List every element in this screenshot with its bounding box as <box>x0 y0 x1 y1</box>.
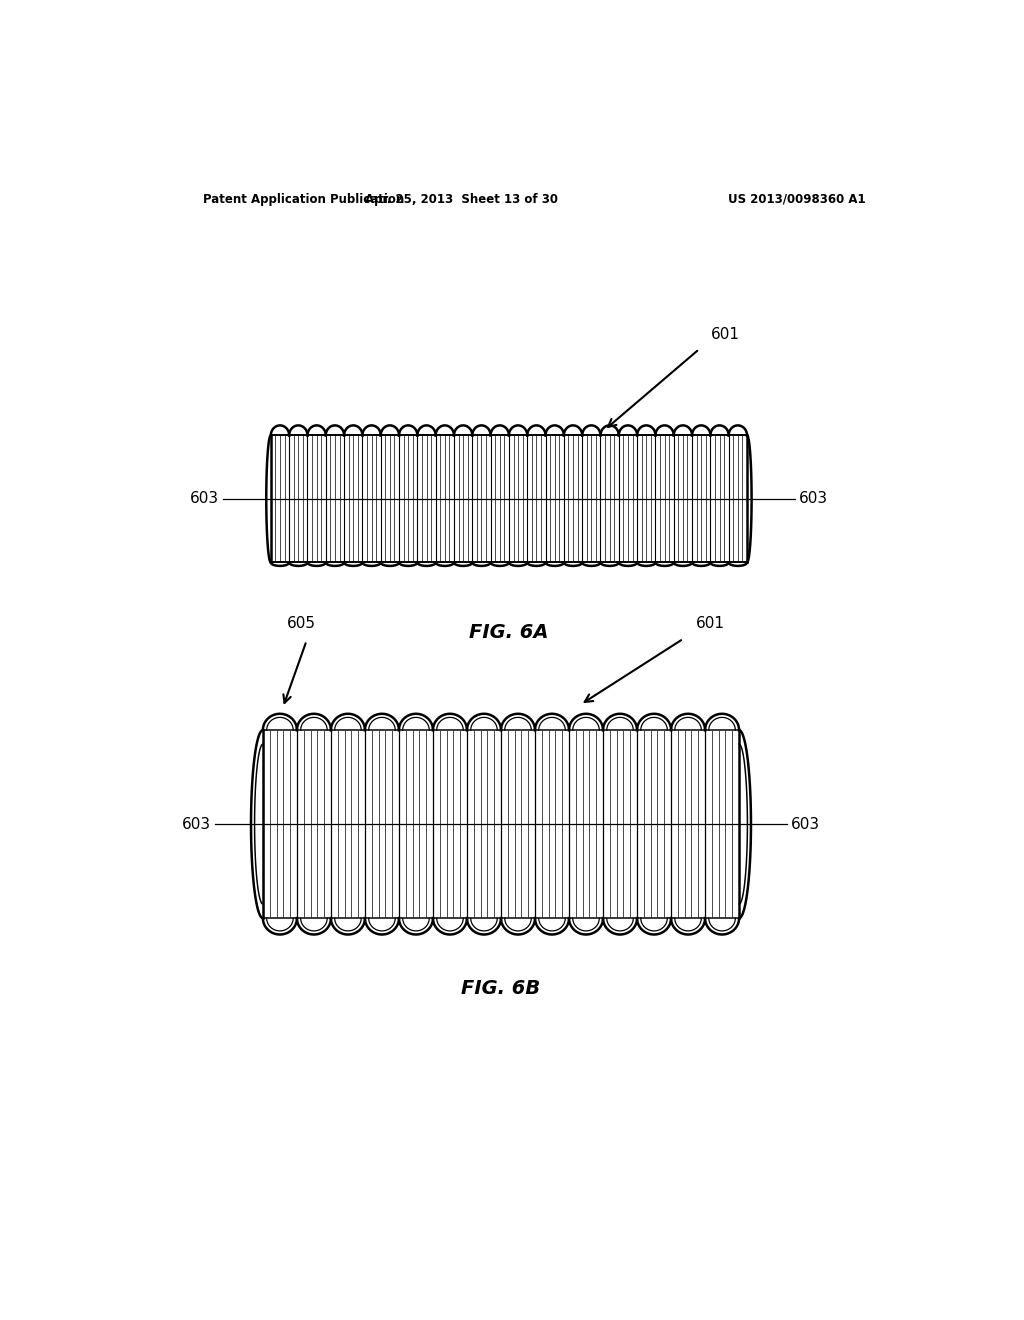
Text: Apr. 25, 2013  Sheet 13 of 30: Apr. 25, 2013 Sheet 13 of 30 <box>365 193 558 206</box>
Polygon shape <box>344 425 362 436</box>
Polygon shape <box>399 919 433 935</box>
Polygon shape <box>362 425 381 436</box>
Polygon shape <box>454 562 472 566</box>
Polygon shape <box>729 425 746 436</box>
Polygon shape <box>739 730 751 919</box>
Text: 601: 601 <box>695 615 724 631</box>
Polygon shape <box>706 714 739 730</box>
Polygon shape <box>564 425 583 436</box>
Text: Patent Application Publication: Patent Application Publication <box>204 193 404 206</box>
Polygon shape <box>344 562 362 566</box>
Polygon shape <box>433 714 467 730</box>
Polygon shape <box>362 562 381 566</box>
Text: 603: 603 <box>182 817 211 832</box>
Polygon shape <box>509 562 527 566</box>
Polygon shape <box>583 562 600 566</box>
Polygon shape <box>509 425 527 436</box>
Polygon shape <box>600 562 618 566</box>
Polygon shape <box>546 425 564 436</box>
Polygon shape <box>711 425 729 436</box>
Polygon shape <box>603 714 637 730</box>
Polygon shape <box>671 714 706 730</box>
Text: 605: 605 <box>287 615 315 631</box>
Polygon shape <box>289 425 307 436</box>
Polygon shape <box>418 425 435 436</box>
Polygon shape <box>490 425 509 436</box>
Polygon shape <box>748 436 752 1175</box>
Polygon shape <box>501 714 535 730</box>
Polygon shape <box>381 425 399 436</box>
Text: FIG. 6A: FIG. 6A <box>469 623 549 643</box>
Polygon shape <box>618 562 637 566</box>
Polygon shape <box>297 919 331 935</box>
Polygon shape <box>637 562 655 566</box>
Bar <box>263 730 739 919</box>
Polygon shape <box>490 562 509 566</box>
Polygon shape <box>435 425 454 436</box>
Polygon shape <box>399 425 418 436</box>
Polygon shape <box>381 562 399 566</box>
Polygon shape <box>251 730 263 919</box>
Polygon shape <box>399 562 418 566</box>
Polygon shape <box>655 562 674 566</box>
Polygon shape <box>435 562 454 566</box>
Bar <box>270 436 748 562</box>
Text: 603: 603 <box>799 491 827 507</box>
Polygon shape <box>331 919 365 935</box>
Polygon shape <box>692 562 711 566</box>
Polygon shape <box>637 714 671 730</box>
Polygon shape <box>454 425 472 436</box>
Text: 603: 603 <box>791 817 820 832</box>
Polygon shape <box>331 714 365 730</box>
Polygon shape <box>307 562 326 566</box>
Polygon shape <box>266 436 270 1175</box>
Polygon shape <box>326 562 344 566</box>
Polygon shape <box>711 562 729 566</box>
Polygon shape <box>289 562 307 566</box>
Polygon shape <box>527 562 546 566</box>
Polygon shape <box>527 425 546 436</box>
Polygon shape <box>706 919 739 935</box>
Polygon shape <box>535 714 569 730</box>
Polygon shape <box>399 714 433 730</box>
Polygon shape <box>637 919 671 935</box>
Polygon shape <box>569 919 603 935</box>
Text: FIG. 6B: FIG. 6B <box>462 979 541 998</box>
Polygon shape <box>618 425 637 436</box>
Polygon shape <box>270 425 289 436</box>
Text: 601: 601 <box>712 327 740 342</box>
Polygon shape <box>307 425 326 436</box>
Polygon shape <box>637 425 655 436</box>
Text: 603: 603 <box>190 491 219 507</box>
Polygon shape <box>501 919 535 935</box>
Polygon shape <box>418 562 435 566</box>
Polygon shape <box>583 425 600 436</box>
Polygon shape <box>467 919 501 935</box>
Polygon shape <box>270 562 289 566</box>
Polygon shape <box>535 919 569 935</box>
Polygon shape <box>263 919 297 935</box>
Polygon shape <box>326 425 344 436</box>
Polygon shape <box>564 562 583 566</box>
Polygon shape <box>365 919 399 935</box>
Polygon shape <box>729 562 746 566</box>
Polygon shape <box>674 562 692 566</box>
Polygon shape <box>365 714 399 730</box>
Polygon shape <box>603 919 637 935</box>
Polygon shape <box>472 562 490 566</box>
Text: US 2013/0098360 A1: US 2013/0098360 A1 <box>728 193 866 206</box>
Polygon shape <box>467 714 501 730</box>
Polygon shape <box>674 425 692 436</box>
Polygon shape <box>433 919 467 935</box>
Polygon shape <box>671 919 706 935</box>
Polygon shape <box>655 425 674 436</box>
Polygon shape <box>297 714 331 730</box>
Polygon shape <box>472 425 490 436</box>
Polygon shape <box>546 562 564 566</box>
Polygon shape <box>263 714 297 730</box>
Polygon shape <box>569 714 603 730</box>
Polygon shape <box>692 425 711 436</box>
Polygon shape <box>600 425 618 436</box>
